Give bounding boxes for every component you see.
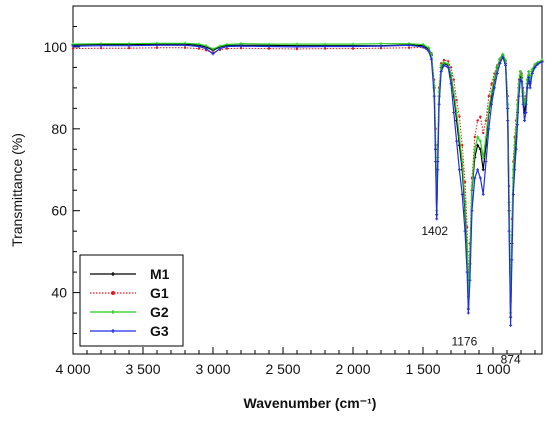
x-tick-label: 3 500 <box>125 361 160 377</box>
y-tick-label: 40 <box>51 285 67 301</box>
data-point-g1 <box>128 47 130 49</box>
y-tick-label: 80 <box>51 121 67 137</box>
data-point-g1 <box>482 132 484 134</box>
data-point-g1 <box>458 115 460 117</box>
data-point-g3 <box>458 168 461 171</box>
data-point-g1 <box>156 47 158 49</box>
peak-annotation: 1402 <box>421 224 448 238</box>
data-point-g2 <box>527 70 530 73</box>
data-point-g3 <box>485 160 488 163</box>
data-point-g3 <box>452 111 455 114</box>
x-tick-label: 3 000 <box>195 361 230 377</box>
data-point-g1 <box>453 78 455 80</box>
data-point-g1 <box>461 144 463 146</box>
y-tick-label: 60 <box>51 203 67 219</box>
x-tick-label: 2 500 <box>265 361 300 377</box>
data-point-g2 <box>471 185 474 188</box>
data-point-g1 <box>476 119 478 121</box>
data-point-g1 <box>455 99 457 101</box>
data-point-g3 <box>476 168 479 171</box>
data-point-g1 <box>408 47 410 49</box>
data-point-g3 <box>509 324 512 327</box>
data-point-g1 <box>443 59 445 61</box>
peak-annotation: 1176 <box>451 334 477 348</box>
peak-annotation: 874 <box>501 353 521 367</box>
data-point-g1 <box>479 115 481 117</box>
legend-label-g3: G3 <box>150 323 169 339</box>
y-tick-label: 100 <box>44 39 68 55</box>
data-point-g3 <box>433 95 436 98</box>
x-axis-title: Wavenumber (cm⁻¹) <box>244 395 377 411</box>
data-point-g1 <box>72 47 74 49</box>
data-point-g1 <box>184 47 186 49</box>
legend-label-g2: G2 <box>150 304 169 320</box>
data-point-g3 <box>506 119 509 122</box>
data-point-g3 <box>434 160 437 163</box>
data-point-g1 <box>447 60 449 62</box>
data-point-g1 <box>474 136 476 138</box>
y-axis-title: Transmittance (%) <box>9 133 25 247</box>
data-point-g3 <box>438 103 441 106</box>
data-point-g1 <box>450 66 452 68</box>
y-axis: 40 60 80 100 <box>44 26 80 333</box>
data-point-m1 <box>482 168 485 171</box>
legend-marker <box>111 291 115 295</box>
legend-label-m1: M1 <box>150 266 170 282</box>
data-point-g3 <box>435 217 438 220</box>
legend-label-g1: G1 <box>150 285 169 301</box>
legend: M1 G1 G2 G3 <box>80 255 183 346</box>
data-point-g3 <box>479 176 482 179</box>
x-axis: 4 0003 5003 0002 5002 0001 5001 000 <box>55 347 535 377</box>
data-point-g3 <box>467 312 470 315</box>
data-point-g3 <box>473 176 476 179</box>
x-tick-label: 4 000 <box>55 361 90 377</box>
data-point-g3 <box>504 64 507 67</box>
data-point-g3 <box>482 193 485 196</box>
data-point-g3 <box>529 86 532 89</box>
data-point-g3 <box>523 119 526 122</box>
data-point-g3 <box>455 140 458 143</box>
data-point-g1 <box>485 119 487 121</box>
x-tick-label: 2 000 <box>335 361 370 377</box>
data-point-g1 <box>488 95 490 97</box>
data-point-g1 <box>100 47 102 49</box>
x-tick-label: 1 500 <box>405 361 440 377</box>
